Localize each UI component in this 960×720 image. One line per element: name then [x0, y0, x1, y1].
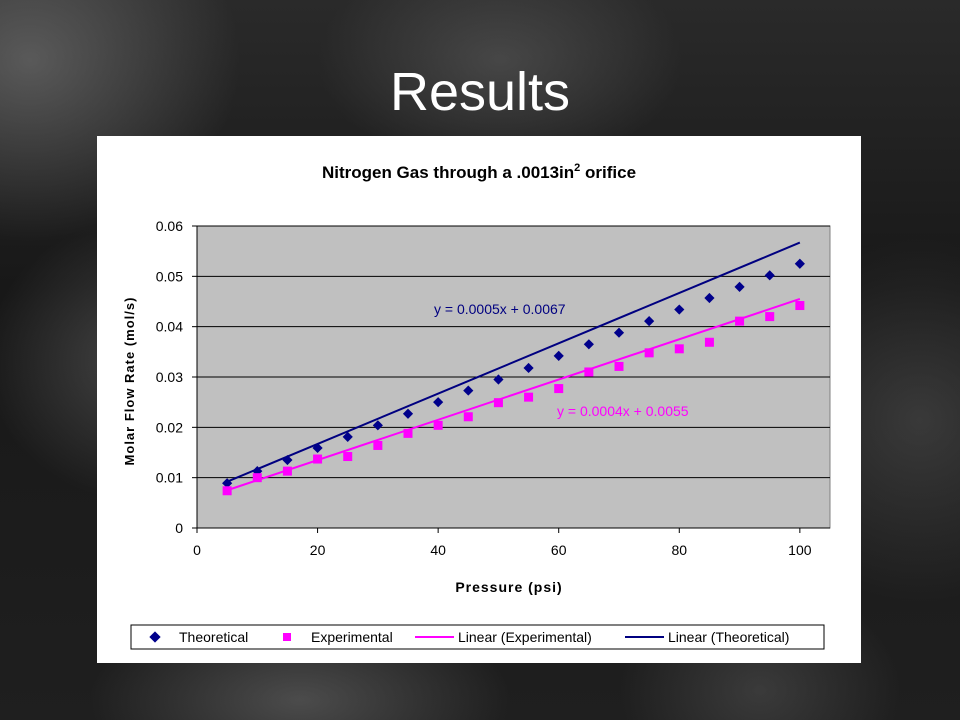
x-tick-label: 100: [788, 542, 812, 558]
data-point-experimental: [704, 337, 714, 347]
x-tick-label: 60: [551, 542, 567, 558]
data-point-experimental: [373, 440, 383, 450]
data-point-experimental: [252, 473, 262, 483]
legend-item-linear-experimental: Linear (Experimental): [415, 629, 592, 645]
data-point-experimental: [403, 428, 413, 438]
legend-item-linear-theoretical: Linear (Theoretical): [625, 629, 789, 645]
y-axis-ticks: 0 0.01 0.02 0.03 0.04 0.05 0.06: [156, 218, 197, 536]
data-point-experimental: [554, 384, 564, 394]
chart-title: Nitrogen Gas through a .0013in2 orifice: [322, 162, 636, 182]
data-point-theoretical: [583, 339, 594, 350]
legend-experimental-label: Experimental: [311, 629, 393, 645]
data-point-experimental: [313, 454, 323, 464]
legend-linear-experimental-label: Linear (Experimental): [458, 629, 592, 645]
data-point-experimental: [614, 361, 624, 371]
x-tick-label: 80: [671, 542, 687, 558]
x-axis-label: Pressure (psi): [455, 579, 562, 595]
data-point-experimental: [433, 420, 443, 430]
y-tick-label: 0.04: [156, 319, 183, 335]
y-axis-label: Molar Flow Rate (mol/s): [122, 297, 137, 466]
y-tick-label: 0.03: [156, 369, 183, 385]
chart-title-main: Nitrogen Gas through a .0013in: [322, 163, 574, 182]
data-point-experimental: [493, 398, 503, 408]
data-point-experimental: [795, 301, 805, 311]
trend-equation-experimental: y = 0.0004x + 0.0055: [557, 403, 689, 419]
legend-item-experimental: Experimental: [283, 629, 393, 645]
chart-svg: Nitrogen Gas through a .0013in2 orifice …: [122, 162, 831, 650]
data-point-experimental: [735, 316, 745, 326]
y-tick-label: 0.02: [156, 419, 183, 435]
x-tick-label: 20: [310, 542, 326, 558]
legend-theoretical-label: Theoretical: [179, 629, 248, 645]
chart-title-superscript: 2: [574, 162, 580, 174]
data-point-experimental: [644, 348, 654, 358]
legend-experimental-marker: [283, 633, 291, 641]
slide-title: Results: [389, 62, 571, 122]
y-tick-label: 0.01: [156, 470, 183, 486]
legend-box: [130, 624, 825, 650]
data-point-experimental: [463, 412, 473, 422]
trendline-linear-experimental: [226, 298, 801, 492]
data-point-experimental: [524, 392, 534, 402]
data-point-experimental: [584, 367, 594, 377]
legend-linear-theoretical-label: Linear (Theoretical): [668, 629, 789, 645]
y-tick-label: 0.05: [156, 268, 183, 284]
x-tick-label: 0: [193, 542, 201, 558]
chart-title-tail: orifice: [580, 163, 636, 182]
data-point-experimental: [765, 312, 775, 322]
y-tick-label: 0: [175, 520, 183, 536]
trendlines: [226, 241, 801, 492]
gridlines: [197, 225, 830, 479]
data-point-experimental: [222, 486, 232, 496]
trendline-linear-theoretical: [226, 241, 801, 483]
data-point-experimental: [343, 452, 353, 462]
x-axis-ticks: 0 20 40 60 80 100: [193, 226, 830, 558]
data-point-theoretical: [523, 362, 534, 374]
chart-container: Nitrogen Gas through a .0013in2 orifice …: [97, 136, 861, 663]
y-tick-label: 0.06: [156, 218, 183, 234]
trend-equation-theoretical: y = 0.0005x + 0.0067: [434, 301, 566, 317]
data-point-experimental: [674, 344, 684, 354]
x-tick-label: 40: [430, 542, 446, 558]
data-point-experimental: [282, 466, 292, 476]
